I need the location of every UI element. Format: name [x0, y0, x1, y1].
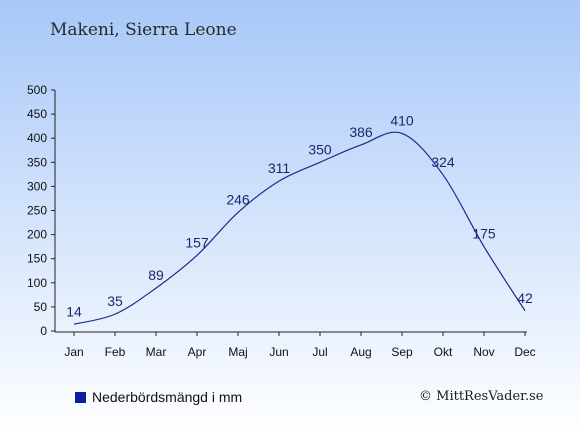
- series-line: [73, 131, 526, 325]
- y-tick-label: 50: [34, 300, 48, 314]
- data-label: 175: [472, 226, 496, 242]
- data-point: [401, 132, 404, 135]
- x-tick-label: Jun: [269, 345, 288, 359]
- x-tick-label: Jul: [312, 345, 327, 359]
- legend: Nederbördsmängd i mm: [75, 389, 242, 405]
- data-label: 350: [308, 141, 332, 157]
- y-tick-label: 100: [27, 276, 47, 290]
- data-label: 410: [390, 112, 414, 128]
- y-tick-label: 300: [27, 179, 47, 193]
- x-tick-label: Okt: [434, 345, 453, 359]
- data-point: [73, 323, 76, 326]
- data-label: 324: [431, 154, 455, 170]
- x-tick-label: Maj: [228, 345, 247, 359]
- data-point: [237, 211, 240, 214]
- y-tick-label: 400: [27, 131, 47, 145]
- data-point: [524, 309, 527, 312]
- y-tick-label: 500: [27, 83, 47, 97]
- chart-title: Makeni, Sierra Leone: [50, 20, 237, 40]
- data-point: [319, 161, 322, 164]
- data-label: 246: [226, 191, 250, 207]
- y-tick-label: 350: [27, 155, 47, 169]
- data-label: 42: [517, 290, 533, 306]
- data-label: 386: [349, 124, 373, 140]
- data-label: 35: [107, 293, 123, 309]
- data-point: [196, 254, 199, 257]
- x-tick-label: Apr: [188, 345, 207, 359]
- x-tick-label: Nov: [473, 345, 494, 359]
- y-tick-label: 200: [27, 228, 47, 242]
- data-point: [155, 287, 158, 290]
- x-tick-label: Sep: [391, 345, 413, 359]
- copyright-text: © MittResVader.se: [419, 389, 544, 404]
- data-point: [278, 180, 281, 183]
- legend-swatch: [75, 391, 86, 403]
- data-label: 89: [148, 267, 164, 283]
- x-tick-label: Mar: [146, 345, 167, 359]
- data-label: 14: [66, 303, 82, 319]
- x-tick-label: Aug: [350, 345, 371, 359]
- x-tick-label: Jan: [64, 345, 83, 359]
- data-point: [114, 313, 117, 316]
- data-label: 157: [185, 234, 209, 250]
- y-tick-label: 450: [27, 107, 47, 121]
- x-tick-label: Dec: [514, 345, 535, 359]
- data-point: [442, 173, 445, 176]
- y-tick-label: 0: [40, 324, 47, 338]
- data-label: 311: [268, 160, 291, 176]
- data-point: [483, 245, 486, 248]
- x-tick-label: Feb: [105, 345, 126, 359]
- y-tick-label: 250: [27, 204, 47, 218]
- legend-label: Nederbördsmängd i mm: [92, 389, 243, 405]
- data-point: [360, 143, 363, 146]
- y-tick-label: 150: [27, 252, 47, 266]
